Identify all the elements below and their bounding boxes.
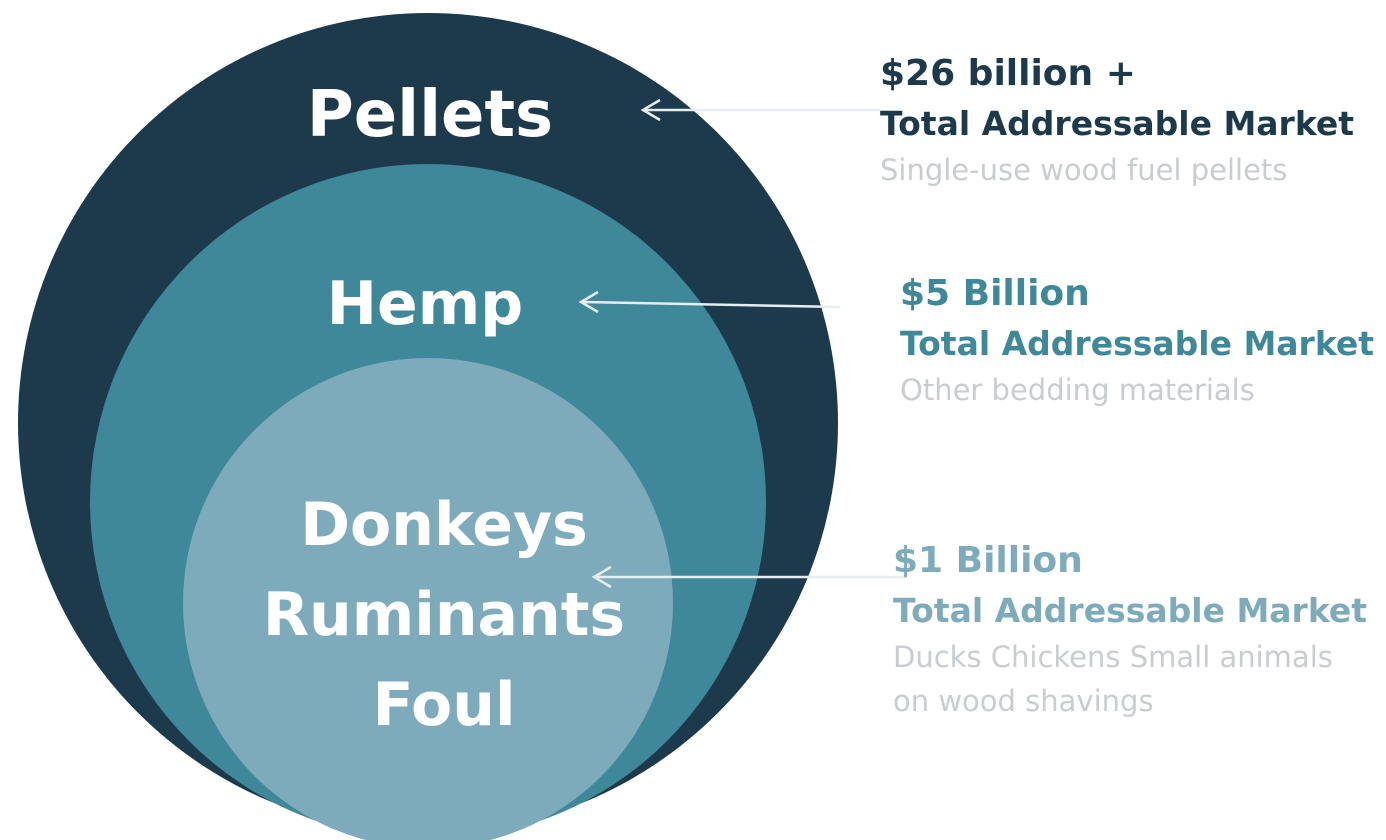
animals-label-line-1: Donkeys xyxy=(300,490,588,560)
animals-callout: $1 Billion Total Addressable Market Duck… xyxy=(893,535,1367,723)
animals-market-description-line-1: Ducks Chickens Small animals xyxy=(893,640,1333,674)
animals-market-amount: $1 Billion xyxy=(893,540,1083,581)
pellets-callout: $26 billion + Total Addressable Market S… xyxy=(880,48,1354,192)
animals-market-description-line-2: on wood shavings xyxy=(893,684,1154,718)
hemp-arrow xyxy=(578,290,841,314)
hemp-market-amount: $5 Billion xyxy=(900,273,1090,314)
animals-market-label: Total Addressable Market xyxy=(893,591,1368,630)
hemp-market-description: Other bedding materials xyxy=(900,373,1255,407)
hemp-market-label: Total Addressable Market xyxy=(900,324,1375,363)
pellets-market-description: Single-use wood fuel pellets xyxy=(880,153,1288,187)
pellets-market-amount: $26 billion + xyxy=(880,53,1136,94)
hemp-label: Hemp xyxy=(327,269,523,339)
pellets-label: Pellets xyxy=(307,78,553,152)
animals-arrow xyxy=(591,565,905,589)
hemp-callout: $5 Billion Total Addressable Market Othe… xyxy=(900,268,1374,412)
pellets-market-label: Total Addressable Market xyxy=(880,104,1355,143)
pellets-arrow xyxy=(640,98,880,122)
animals-label-line-3: Foul xyxy=(372,670,515,740)
animals-label-line-2: Ruminants xyxy=(263,580,625,650)
animals-circle xyxy=(183,358,673,840)
